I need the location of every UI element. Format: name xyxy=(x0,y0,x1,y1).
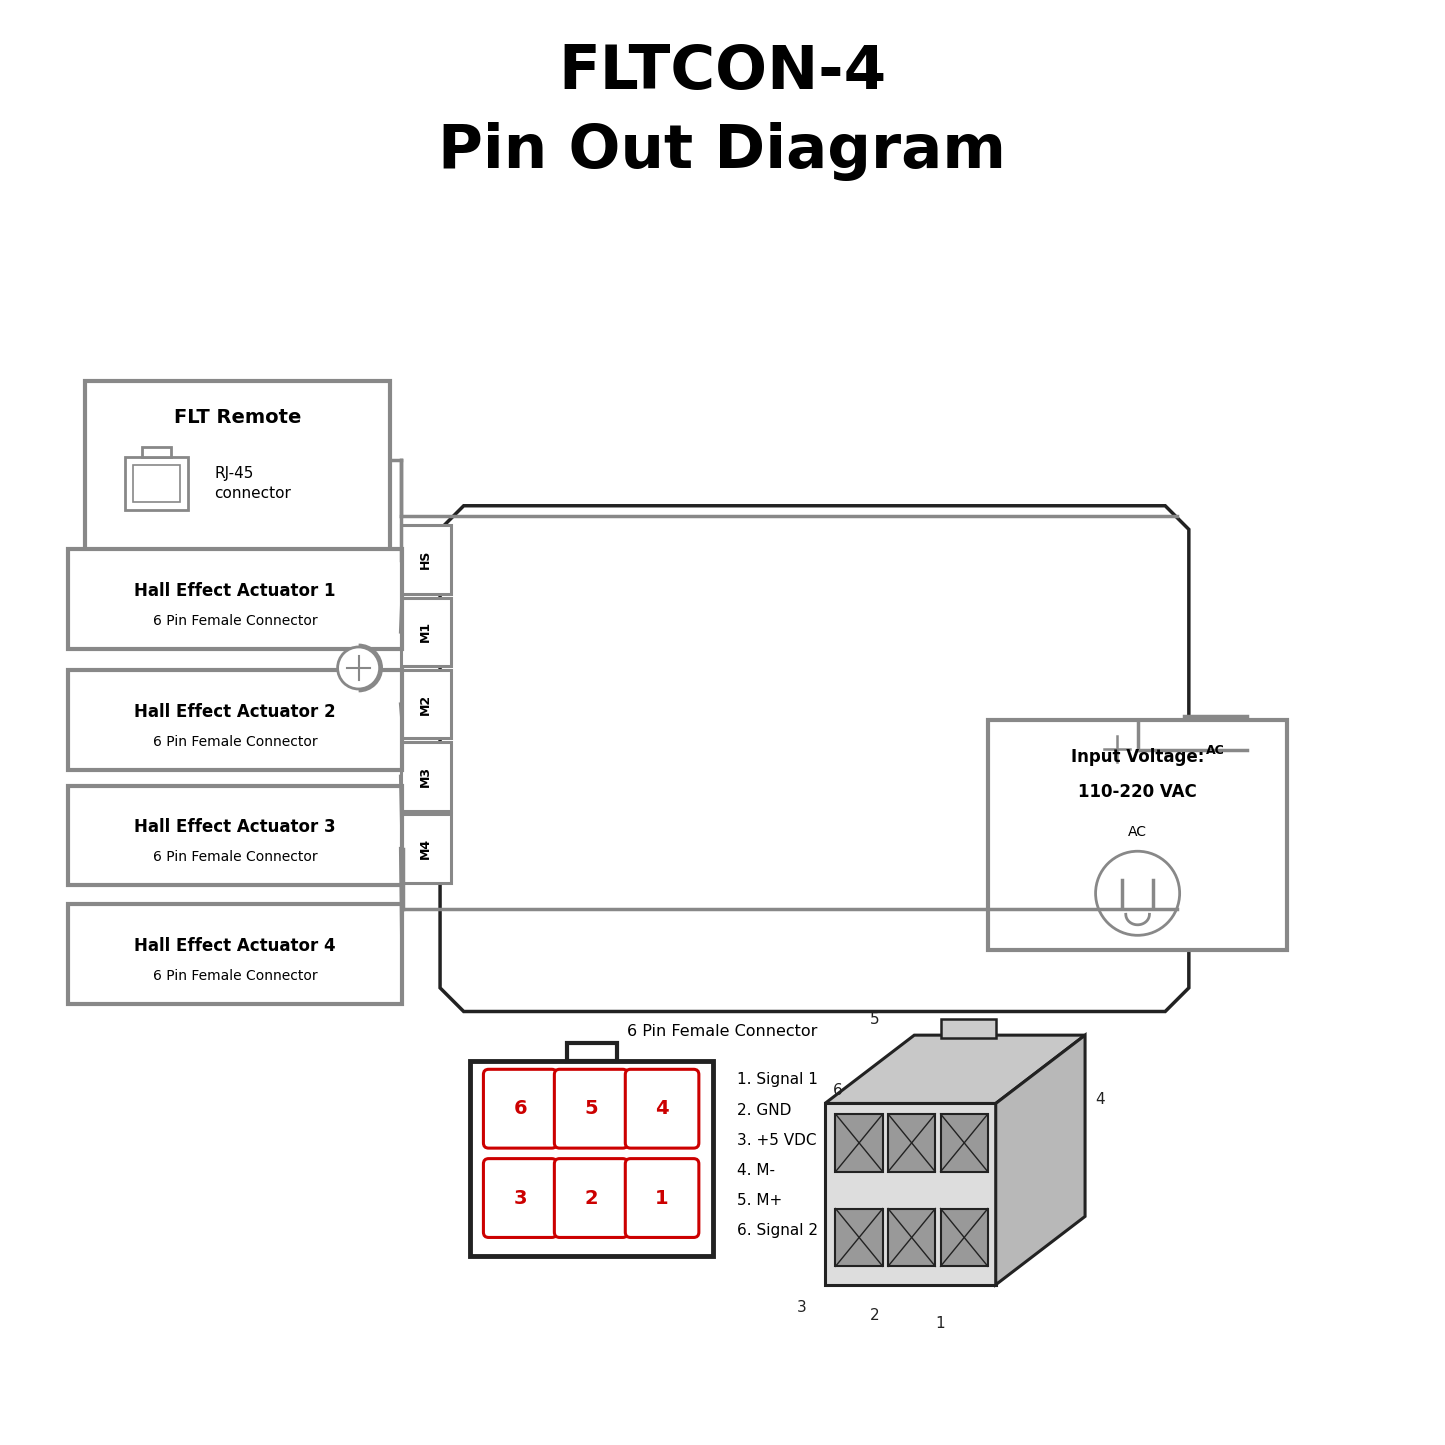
Circle shape xyxy=(1095,851,1179,935)
FancyBboxPatch shape xyxy=(484,1069,556,1149)
Text: 6 Pin Female Connector: 6 Pin Female Connector xyxy=(153,614,318,629)
Text: 2: 2 xyxy=(870,1308,880,1324)
FancyBboxPatch shape xyxy=(400,815,451,883)
FancyBboxPatch shape xyxy=(124,457,188,510)
FancyBboxPatch shape xyxy=(941,1019,996,1038)
FancyBboxPatch shape xyxy=(85,381,390,585)
Circle shape xyxy=(338,647,380,689)
Text: 5: 5 xyxy=(584,1100,598,1118)
FancyBboxPatch shape xyxy=(626,1159,699,1237)
Text: 2: 2 xyxy=(584,1189,598,1208)
FancyBboxPatch shape xyxy=(835,1114,883,1172)
Text: 1: 1 xyxy=(655,1189,669,1208)
FancyBboxPatch shape xyxy=(142,447,171,457)
FancyBboxPatch shape xyxy=(825,1104,996,1285)
FancyBboxPatch shape xyxy=(484,1159,556,1237)
Text: M4: M4 xyxy=(419,838,432,860)
Text: 3: 3 xyxy=(513,1189,527,1208)
Text: AC: AC xyxy=(1205,744,1224,757)
Text: 1: 1 xyxy=(936,1316,945,1331)
Text: 6. Signal 2: 6. Signal 2 xyxy=(737,1224,818,1238)
Polygon shape xyxy=(441,506,1189,1011)
Text: 2. GND: 2. GND xyxy=(737,1103,792,1117)
Text: 6 Pin Female Connector: 6 Pin Female Connector xyxy=(153,851,318,864)
Text: M3: M3 xyxy=(419,766,432,788)
Text: Input Voltage:: Input Voltage: xyxy=(1071,747,1204,766)
FancyBboxPatch shape xyxy=(1183,715,1247,785)
FancyBboxPatch shape xyxy=(400,743,451,811)
FancyBboxPatch shape xyxy=(68,670,402,770)
FancyBboxPatch shape xyxy=(626,1069,699,1149)
FancyBboxPatch shape xyxy=(68,786,402,886)
FancyBboxPatch shape xyxy=(400,598,451,666)
FancyBboxPatch shape xyxy=(835,1208,883,1266)
FancyBboxPatch shape xyxy=(400,670,451,738)
FancyBboxPatch shape xyxy=(400,526,451,594)
Text: 6: 6 xyxy=(513,1100,527,1118)
Text: Hall Effect Actuator 3: Hall Effect Actuator 3 xyxy=(134,818,335,837)
Text: HS: HS xyxy=(419,551,432,569)
Text: 5. M+: 5. M+ xyxy=(737,1194,782,1208)
Text: 6: 6 xyxy=(832,1084,842,1098)
FancyBboxPatch shape xyxy=(988,720,1287,949)
Text: Pin Out Diagram: Pin Out Diagram xyxy=(438,121,1007,181)
Text: 6 Pin Female Connector: 6 Pin Female Connector xyxy=(627,1023,818,1039)
Text: M2: M2 xyxy=(419,694,432,715)
Text: M1: M1 xyxy=(419,621,432,643)
Text: Hall Effect Actuator 2: Hall Effect Actuator 2 xyxy=(134,702,335,721)
Text: 4: 4 xyxy=(655,1100,669,1118)
FancyBboxPatch shape xyxy=(555,1159,629,1237)
Text: FLTCON-4: FLTCON-4 xyxy=(558,43,887,101)
Text: 110-220 VAC: 110-220 VAC xyxy=(1078,783,1196,801)
Text: 1. Signal 1: 1. Signal 1 xyxy=(737,1072,818,1087)
Text: 6 Pin Female Connector: 6 Pin Female Connector xyxy=(153,736,318,749)
Text: Hall Effect Actuator 1: Hall Effect Actuator 1 xyxy=(134,582,335,600)
Text: FLT Remote: FLT Remote xyxy=(173,409,302,428)
Text: AC: AC xyxy=(1129,825,1147,838)
Text: 4: 4 xyxy=(1095,1092,1105,1107)
Text: 5: 5 xyxy=(870,1013,880,1027)
FancyBboxPatch shape xyxy=(470,1062,714,1256)
Polygon shape xyxy=(825,1035,1085,1104)
FancyBboxPatch shape xyxy=(889,1114,935,1172)
FancyBboxPatch shape xyxy=(68,903,402,1004)
FancyBboxPatch shape xyxy=(889,1208,935,1266)
FancyBboxPatch shape xyxy=(133,465,181,501)
Text: 6 Pin Female Connector: 6 Pin Female Connector xyxy=(153,968,318,983)
Text: 4. M-: 4. M- xyxy=(737,1163,775,1178)
Circle shape xyxy=(1092,725,1140,773)
FancyBboxPatch shape xyxy=(941,1208,988,1266)
Text: RJ-45
connector: RJ-45 connector xyxy=(214,467,290,501)
Text: Hall Effect Actuator 4: Hall Effect Actuator 4 xyxy=(134,936,335,955)
FancyBboxPatch shape xyxy=(555,1069,629,1149)
FancyBboxPatch shape xyxy=(566,1043,617,1062)
Polygon shape xyxy=(996,1035,1085,1285)
FancyBboxPatch shape xyxy=(941,1114,988,1172)
FancyBboxPatch shape xyxy=(68,549,402,649)
Text: 3: 3 xyxy=(796,1300,806,1315)
Text: 3. +5 VDC: 3. +5 VDC xyxy=(737,1133,816,1147)
